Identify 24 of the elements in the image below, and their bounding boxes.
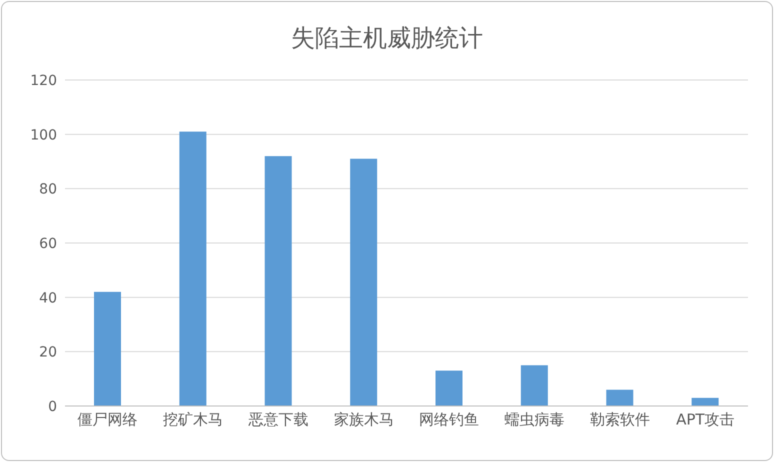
y-tick-label: 60 bbox=[39, 236, 57, 252]
chart-title: 失陷主机威胁统计 bbox=[290, 23, 484, 54]
bar bbox=[350, 158, 378, 406]
x-tick-label: 僵尸网络 bbox=[78, 410, 138, 429]
y-tick-label: 80 bbox=[39, 182, 57, 198]
y-tick-label: 20 bbox=[39, 344, 57, 361]
x-tick-label: 蠕虫病毒 bbox=[504, 410, 565, 429]
bar bbox=[692, 398, 719, 406]
y-tick-label: 100 bbox=[30, 127, 57, 144]
x-tick-label: APT攻击 bbox=[676, 410, 735, 429]
bar bbox=[606, 390, 634, 406]
y-tick-label: 120 bbox=[30, 72, 57, 89]
bar bbox=[520, 365, 548, 406]
bar bbox=[94, 292, 121, 406]
bar bbox=[436, 370, 462, 406]
x-tick-label: 恶意下载 bbox=[247, 410, 308, 429]
x-tick-label: 挖矿木马 bbox=[163, 410, 224, 429]
y-tick-label: 40 bbox=[39, 290, 57, 306]
bar bbox=[179, 132, 206, 406]
x-tick-label: 网络钓鱼 bbox=[419, 410, 480, 429]
x-tick-label: 勒索软件 bbox=[590, 410, 650, 429]
x-tick-label: 家族木马 bbox=[334, 410, 394, 429]
y-tick-label: 0 bbox=[48, 398, 57, 415]
bar bbox=[264, 156, 292, 406]
